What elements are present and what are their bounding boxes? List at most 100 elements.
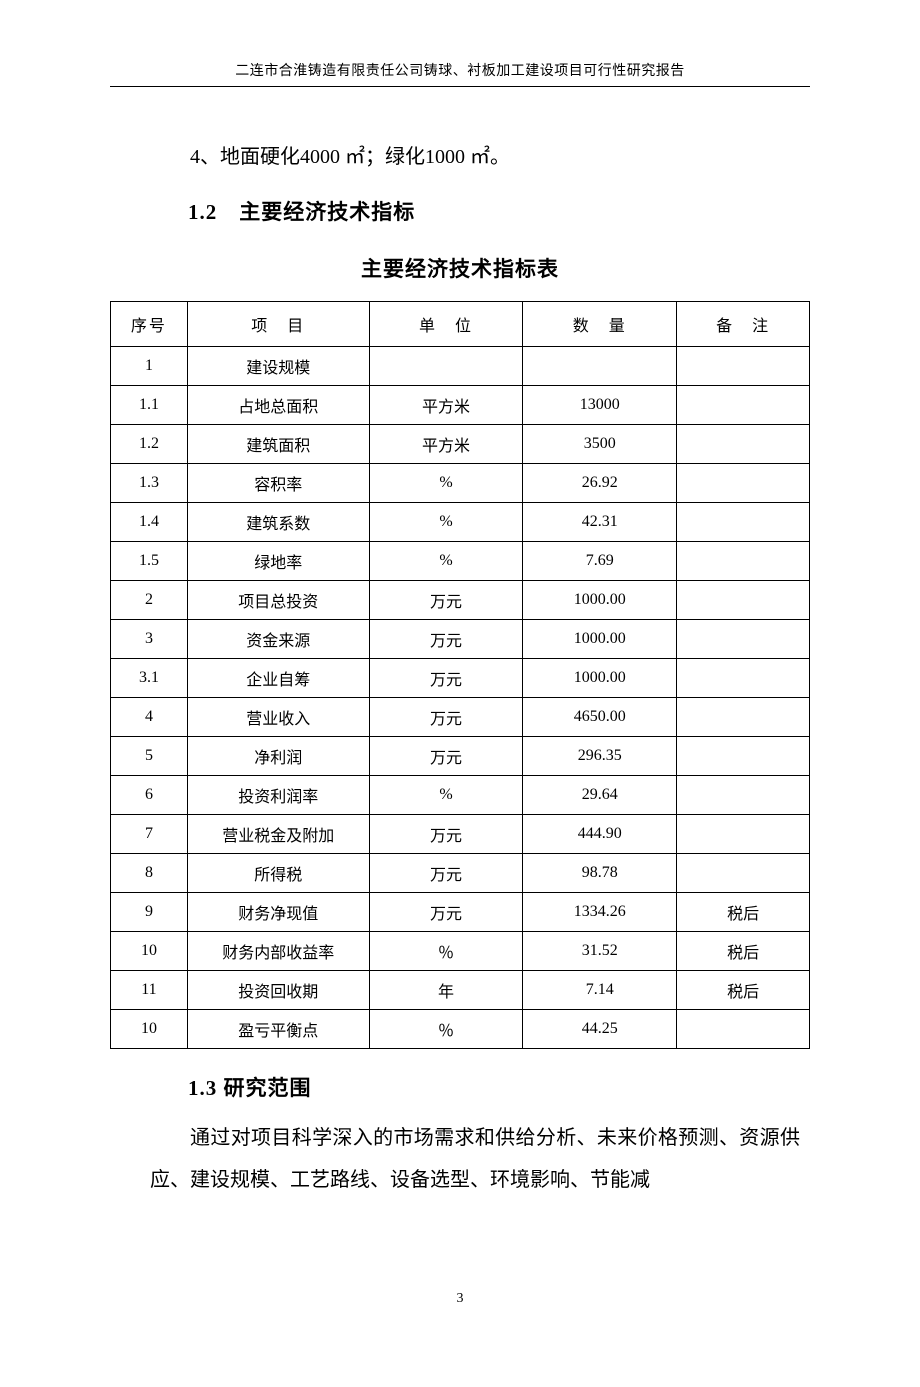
- col-header-qty: 数 量: [523, 302, 677, 347]
- cell-item: 营业收入: [187, 698, 369, 737]
- cell-item: 项目总投资: [187, 581, 369, 620]
- cell-item: 所得税: [187, 854, 369, 893]
- cell-unit: 年: [369, 971, 523, 1010]
- table-row: 10财务内部收益率％31.52税后: [111, 932, 810, 971]
- cell-unit: %: [369, 542, 523, 581]
- table-row: 1.5绿地率%7.69: [111, 542, 810, 581]
- cell-unit: %: [369, 503, 523, 542]
- cell-unit: %: [369, 776, 523, 815]
- cell-unit: 万元: [369, 815, 523, 854]
- cell-unit: 万元: [369, 620, 523, 659]
- cell-seq: 1.1: [111, 386, 188, 425]
- cell-item: 资金来源: [187, 620, 369, 659]
- cell-note: [677, 581, 810, 620]
- cell-note: [677, 425, 810, 464]
- cell-note: [677, 698, 810, 737]
- paragraph-research-scope: 通过对项目科学深入的市场需求和供给分析、未来价格预测、资源供应、建设规模、工艺路…: [110, 1117, 810, 1201]
- cell-qty: 1000.00: [523, 581, 677, 620]
- document-header: 二连市合淮铸造有限责任公司铸球、衬板加工建设项目可行性研究报告: [110, 60, 810, 87]
- cell-item: 绿地率: [187, 542, 369, 581]
- cell-unit: ％: [369, 932, 523, 971]
- cell-note: [677, 542, 810, 581]
- cell-note: [677, 659, 810, 698]
- cell-seq: 4: [111, 698, 188, 737]
- cell-seq: 2: [111, 581, 188, 620]
- table-row: 11投资回收期年7.14税后: [111, 971, 810, 1010]
- cell-qty: 444.90: [523, 815, 677, 854]
- table-row: 1.4建筑系数%42.31: [111, 503, 810, 542]
- cell-note: [677, 737, 810, 776]
- indicators-table: 序号 项 目 单 位 数 量 备 注 1建设规模1.1占地总面积平方米13000…: [110, 301, 810, 1049]
- cell-seq: 1.4: [111, 503, 188, 542]
- cell-qty: 29.64: [523, 776, 677, 815]
- cell-note: [677, 815, 810, 854]
- cell-qty: 1000.00: [523, 659, 677, 698]
- cell-item: 投资利润率: [187, 776, 369, 815]
- cell-note: [677, 854, 810, 893]
- cell-unit: 万元: [369, 893, 523, 932]
- cell-unit: 万元: [369, 659, 523, 698]
- table-header-row: 序号 项 目 单 位 数 量 备 注: [111, 302, 810, 347]
- cell-qty: 7.14: [523, 971, 677, 1010]
- cell-seq: 6: [111, 776, 188, 815]
- cell-item: 盈亏平衡点: [187, 1010, 369, 1049]
- cell-qty: 1000.00: [523, 620, 677, 659]
- table-row: 7营业税金及附加万元444.90: [111, 815, 810, 854]
- cell-note: 税后: [677, 932, 810, 971]
- table-row: 8所得税万元98.78: [111, 854, 810, 893]
- table-row: 4营业收入万元4650.00: [111, 698, 810, 737]
- cell-seq: 8: [111, 854, 188, 893]
- cell-seq: 11: [111, 971, 188, 1010]
- cell-seq: 7: [111, 815, 188, 854]
- cell-seq: 9: [111, 893, 188, 932]
- cell-unit: 万元: [369, 737, 523, 776]
- cell-seq: 1.3: [111, 464, 188, 503]
- cell-item: 建筑面积: [187, 425, 369, 464]
- cell-item: 投资回收期: [187, 971, 369, 1010]
- cell-seq: 1.2: [111, 425, 188, 464]
- body-line-1: 4、地面硬化4000 ㎡；绿化1000 ㎡。: [110, 137, 810, 177]
- cell-seq: 10: [111, 1010, 188, 1049]
- cell-seq: 3.1: [111, 659, 188, 698]
- cell-note: 税后: [677, 971, 810, 1010]
- table-row: 10盈亏平衡点％44.25: [111, 1010, 810, 1049]
- cell-qty: 31.52: [523, 932, 677, 971]
- cell-unit: 平方米: [369, 386, 523, 425]
- cell-note: [677, 464, 810, 503]
- cell-unit: 平方米: [369, 425, 523, 464]
- cell-item: 建设规模: [187, 347, 369, 386]
- cell-unit: 万元: [369, 581, 523, 620]
- cell-qty: 98.78: [523, 854, 677, 893]
- cell-unit: 万元: [369, 854, 523, 893]
- col-header-item: 项 目: [187, 302, 369, 347]
- section-1-2-heading: 1.2 主要经济技术指标: [110, 191, 810, 233]
- cell-seq: 5: [111, 737, 188, 776]
- table-row: 6投资利润率%29.64: [111, 776, 810, 815]
- cell-item: 财务内部收益率: [187, 932, 369, 971]
- cell-unit: 万元: [369, 698, 523, 737]
- cell-seq: 1.5: [111, 542, 188, 581]
- table-row: 2项目总投资万元1000.00: [111, 581, 810, 620]
- table-row: 3.1企业自筹万元1000.00: [111, 659, 810, 698]
- cell-note: [677, 347, 810, 386]
- col-header-note: 备 注: [677, 302, 810, 347]
- cell-unit: ％: [369, 1010, 523, 1049]
- table-row: 1.3容积率%26.92: [111, 464, 810, 503]
- section-1-3-heading: 1.3 研究范围: [110, 1067, 810, 1109]
- table-row: 1.1占地总面积平方米13000: [111, 386, 810, 425]
- table-row: 3资金来源万元1000.00: [111, 620, 810, 659]
- table-body: 1建设规模1.1占地总面积平方米130001.2建筑面积平方米35001.3容积…: [111, 347, 810, 1049]
- cell-note: 税后: [677, 893, 810, 932]
- table-row: 1.2建筑面积平方米3500: [111, 425, 810, 464]
- cell-seq: 3: [111, 620, 188, 659]
- cell-qty: 1334.26: [523, 893, 677, 932]
- cell-seq: 10: [111, 932, 188, 971]
- cell-note: [677, 386, 810, 425]
- cell-qty: [523, 347, 677, 386]
- table-row: 9财务净现值万元1334.26税后: [111, 893, 810, 932]
- table-row: 1建设规模: [111, 347, 810, 386]
- cell-unit: %: [369, 464, 523, 503]
- cell-item: 容积率: [187, 464, 369, 503]
- table-title: 主要经济技术指标表: [110, 253, 810, 283]
- cell-qty: 44.25: [523, 1010, 677, 1049]
